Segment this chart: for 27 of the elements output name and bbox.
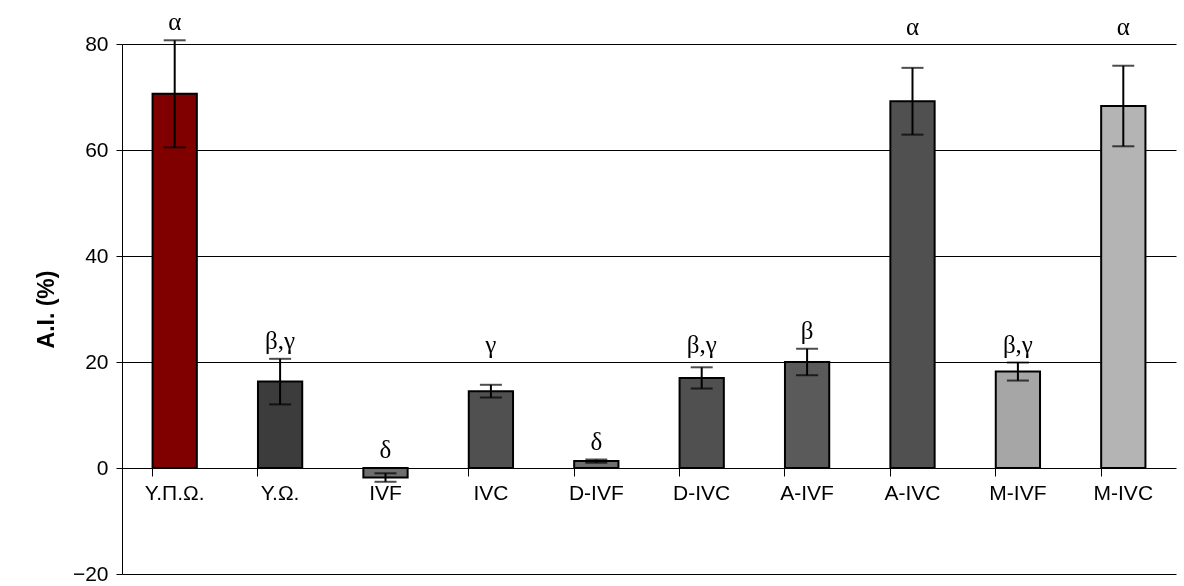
x-tick-label: A-IVC bbox=[884, 480, 941, 504]
x-tick-label: D-IVF bbox=[568, 480, 624, 504]
text: α bbox=[905, 13, 920, 40]
x-tick-label: Υ.Π.Ω. bbox=[144, 480, 205, 504]
x-tick-label: A-IVF bbox=[780, 480, 834, 504]
x-tick-label: M-IVF bbox=[989, 480, 1047, 504]
annotation: δ bbox=[379, 436, 392, 463]
x-tick-label: D-IVC bbox=[673, 480, 731, 504]
annotation: β,γ bbox=[265, 326, 296, 354]
y-tick-label: −20 bbox=[72, 561, 109, 585]
annotation: γ bbox=[484, 331, 497, 358]
y-tick-label: 80 bbox=[85, 31, 109, 55]
x-tick-label: IVC bbox=[473, 480, 509, 504]
x-tick-label: M-IVC bbox=[1093, 480, 1154, 504]
y-tick-label: 20 bbox=[85, 349, 109, 373]
text: α bbox=[1116, 13, 1130, 40]
y-tick-label: 60 bbox=[85, 137, 109, 161]
x-tick-label: Υ.Ω. bbox=[260, 480, 300, 504]
y-axis-title: A.I. (%) bbox=[32, 270, 59, 349]
annotation: δ bbox=[590, 427, 603, 455]
annotation: β,γ bbox=[686, 331, 717, 358]
x-tick-label: IVF bbox=[369, 480, 402, 504]
annotation: β bbox=[800, 316, 814, 344]
y-tick-label: 40 bbox=[85, 243, 109, 267]
annotation: β,γ bbox=[1002, 330, 1033, 358]
y-tick-label: 0 bbox=[96, 455, 109, 479]
text: α bbox=[168, 8, 182, 36]
